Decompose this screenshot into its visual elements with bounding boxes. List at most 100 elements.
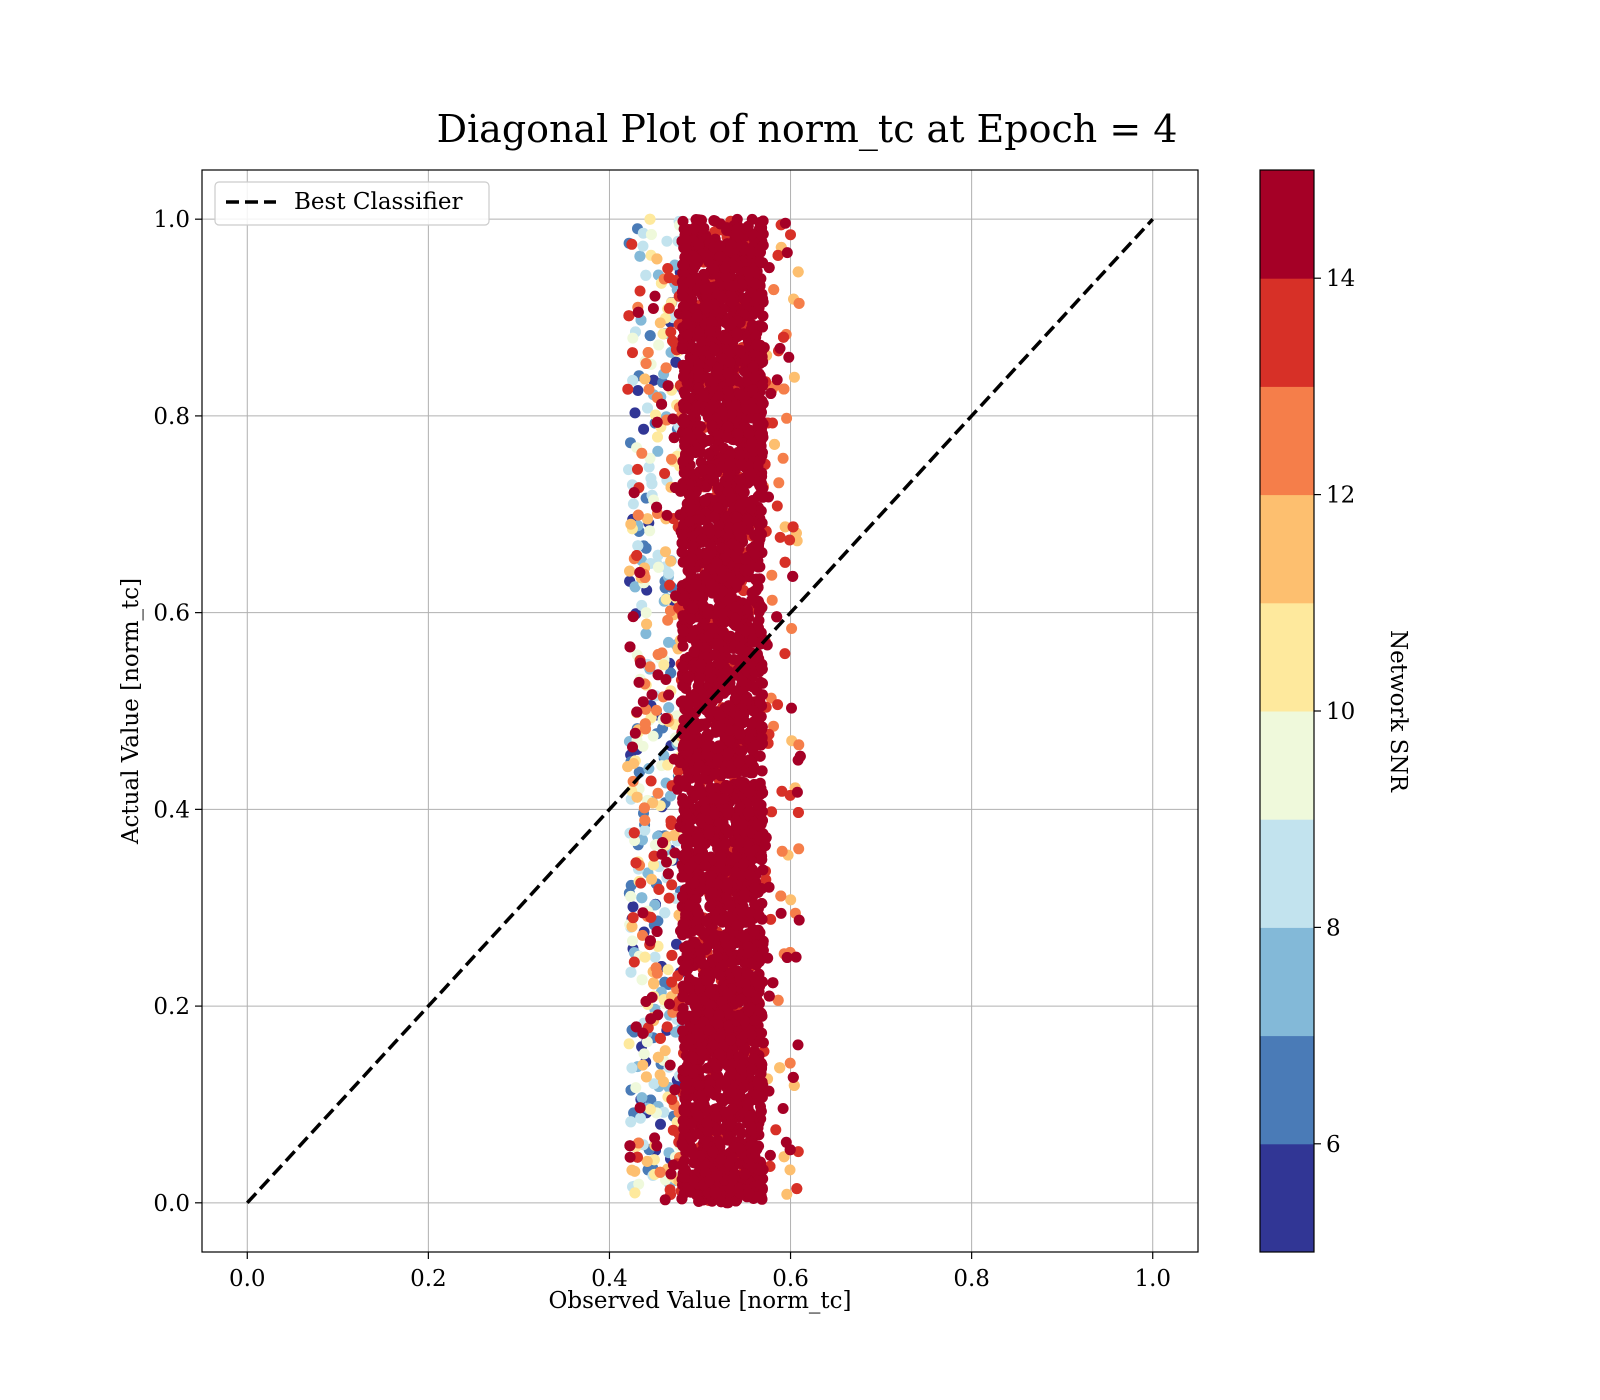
scatter-point <box>720 865 732 877</box>
scatter-point <box>717 625 729 637</box>
scatter-point <box>629 581 641 593</box>
scatter-point <box>665 815 677 827</box>
scatter-point <box>642 402 653 414</box>
scatter-point <box>652 445 664 457</box>
scatter-point <box>662 868 674 880</box>
scatter-point <box>651 704 662 716</box>
scatter-point <box>641 1036 653 1048</box>
scatter-point <box>766 569 778 581</box>
scatter-point <box>677 640 689 652</box>
scatter-point <box>640 269 652 281</box>
scatter-point <box>787 521 799 533</box>
scatter-point <box>661 1021 673 1033</box>
scatter-point <box>734 449 746 461</box>
scatter-point <box>622 761 634 773</box>
scatter-point <box>633 1178 645 1190</box>
scatter-point <box>793 739 805 751</box>
scatter-point <box>646 689 658 701</box>
scatter-point <box>652 431 663 443</box>
scatter-point <box>663 702 675 714</box>
scatter-point <box>626 1062 638 1074</box>
scatter-point <box>755 505 767 517</box>
scatter-point <box>665 1168 677 1180</box>
scatter-point <box>644 1103 656 1115</box>
scatter-point <box>638 802 650 814</box>
scatter-point <box>654 1069 666 1081</box>
scatter-point <box>743 754 755 766</box>
scatter-point <box>668 829 680 841</box>
scatter-point <box>669 1084 681 1096</box>
scatter-point <box>646 478 658 490</box>
scatter-point <box>662 263 674 274</box>
scatter-point <box>753 614 765 626</box>
scatter-point <box>654 317 666 329</box>
scatter-point <box>629 407 641 419</box>
scatter-point <box>769 438 780 450</box>
scatter-point <box>641 618 653 630</box>
scatter-point <box>634 250 646 262</box>
scatter-point <box>793 297 805 309</box>
scatter-point <box>627 347 638 359</box>
scatter-point <box>779 217 791 229</box>
scatter-point <box>724 630 736 642</box>
scatter-point <box>624 1140 636 1152</box>
scatter-point <box>660 546 671 558</box>
scatter-point <box>746 319 758 331</box>
scatter-point <box>768 720 779 732</box>
scatter-point <box>647 730 659 742</box>
scatter-point <box>776 785 788 797</box>
scatter-point <box>792 807 804 818</box>
scatter-point <box>636 892 648 904</box>
scatter-point <box>643 383 655 395</box>
scatter-point <box>781 1188 793 1200</box>
scatter-point <box>639 951 651 963</box>
scatter-point <box>647 797 659 809</box>
scatter-point <box>788 1080 800 1091</box>
scatter-point <box>658 659 670 671</box>
scatter-point <box>659 1194 671 1206</box>
scatter-point <box>644 935 656 947</box>
scatter-point <box>665 555 677 567</box>
scatter-point <box>649 290 661 302</box>
scatter-point <box>640 628 652 640</box>
scatter-point <box>648 1078 660 1090</box>
scatter-point <box>640 1071 652 1083</box>
scatter-point <box>662 964 674 976</box>
scatter-point <box>632 540 644 552</box>
scatter-point <box>636 1092 648 1104</box>
scatter-point <box>776 845 788 857</box>
scatter-point <box>786 702 797 714</box>
scatter-point <box>630 857 642 869</box>
scatter-point <box>680 908 692 920</box>
scatter-point <box>781 412 793 424</box>
scatter-point <box>774 342 786 354</box>
scatter-point <box>771 500 783 512</box>
scatter-point <box>666 976 678 988</box>
scatter-point <box>766 594 778 606</box>
scatter-point <box>654 1166 666 1178</box>
scatter-point <box>664 1184 676 1196</box>
scatter-point <box>637 740 649 752</box>
scatter-point <box>784 1164 796 1176</box>
scatter-point <box>627 741 638 753</box>
scatter-point <box>633 676 645 688</box>
scatter-point <box>659 468 671 479</box>
scatter-point <box>641 1155 653 1167</box>
scatter-point <box>783 351 795 363</box>
scatter-point <box>627 498 639 510</box>
scatter-point <box>793 843 805 855</box>
scatter-point <box>633 1137 644 1149</box>
scatter-point <box>644 330 656 342</box>
scatter-point <box>655 1118 666 1130</box>
scatter-point <box>792 1039 804 1051</box>
scatter-point <box>623 1038 635 1050</box>
scatter-point <box>664 579 676 591</box>
scatter-point <box>794 750 806 762</box>
scatter-point <box>637 907 649 919</box>
scatter-point <box>792 266 804 278</box>
scatter-point <box>778 383 790 395</box>
scatter-point <box>640 723 651 735</box>
scatter-point <box>644 525 656 537</box>
scatter-point <box>649 899 661 911</box>
scatter-point <box>787 570 799 582</box>
